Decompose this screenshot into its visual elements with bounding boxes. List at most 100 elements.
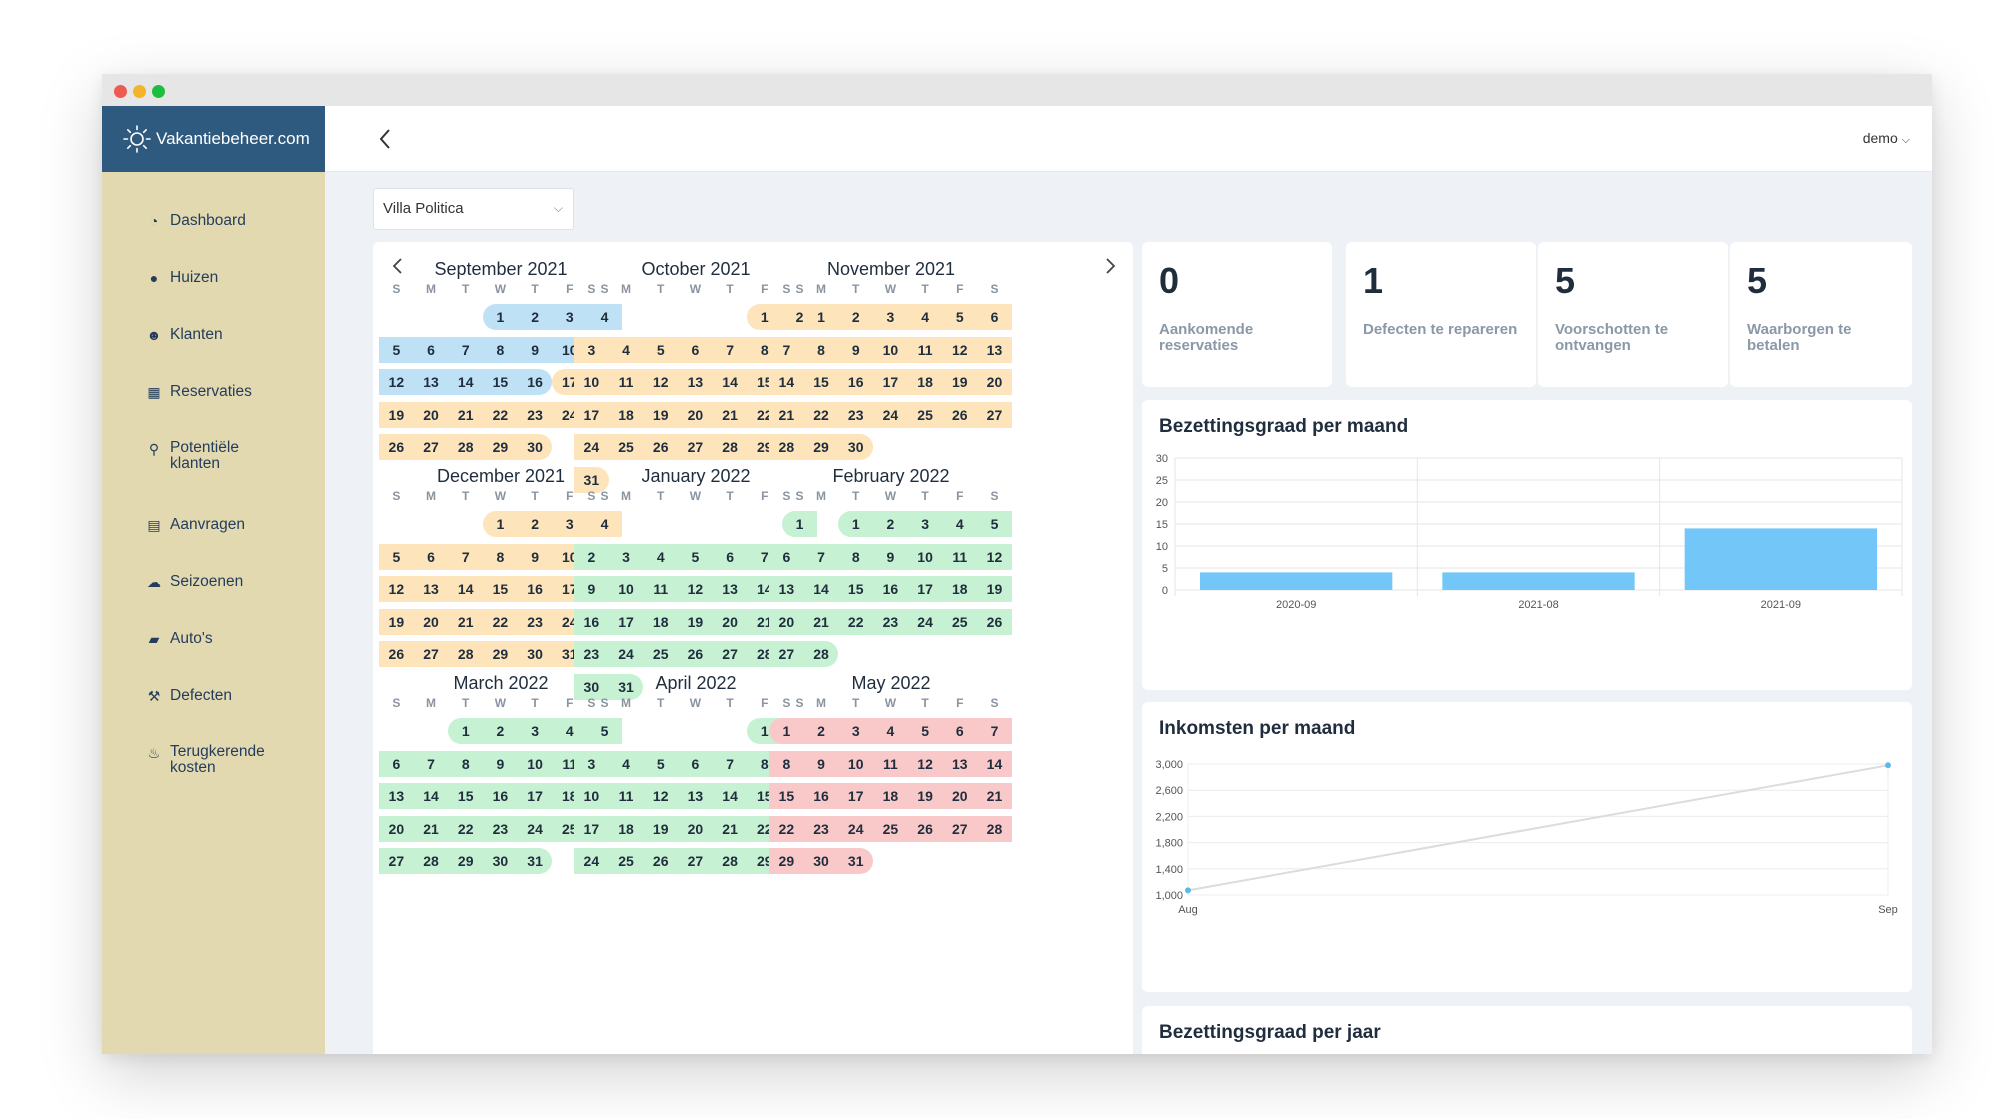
calendar-day[interactable]: 15 xyxy=(448,783,484,809)
calendar-day[interactable]: 20 xyxy=(413,608,449,635)
calendar-day[interactable]: 20 xyxy=(942,783,978,809)
calendar-day[interactable]: 27 xyxy=(413,641,449,667)
calendar-day[interactable]: 25 xyxy=(907,401,943,428)
calendar-day[interactable]: 26 xyxy=(678,641,713,667)
sidebar-item-klanten[interactable]: ☻ Klanten xyxy=(102,326,325,383)
calendar-day[interactable]: 28 xyxy=(712,434,748,460)
calendar-day[interactable]: 29 xyxy=(448,848,484,874)
calendar-prev-button[interactable] xyxy=(391,256,405,282)
calendar-day[interactable]: 14 xyxy=(769,369,804,395)
stat-card-defects[interactable]: 1 Defecten te repareren xyxy=(1346,242,1536,387)
calendar-day[interactable]: 10 xyxy=(608,576,644,602)
calendar-day[interactable]: 18 xyxy=(907,369,943,395)
calendar-day[interactable]: 13 xyxy=(712,576,748,602)
calendar-day[interactable]: 8 xyxy=(448,750,484,777)
calendar-day[interactable]: 1 xyxy=(803,304,839,330)
calendar-day[interactable]: 8 xyxy=(803,336,839,363)
calendar-day[interactable]: 31 xyxy=(838,848,874,874)
calendar-day[interactable]: 15 xyxy=(803,369,839,395)
calendar-day[interactable]: 3 xyxy=(552,511,588,537)
calendar-day[interactable]: 22 xyxy=(769,815,804,842)
stat-card-deposits[interactable]: 5 Waarborgen te betalen xyxy=(1730,242,1912,387)
calendar-day[interactable]: 7 xyxy=(977,718,1012,744)
calendar-day[interactable]: 16 xyxy=(483,783,518,809)
calendar-day[interactable]: 29 xyxy=(803,434,839,460)
calendar-day[interactable]: 6 xyxy=(942,718,978,744)
calendar-day[interactable]: 8 xyxy=(483,543,518,570)
calendar-day[interactable]: 11 xyxy=(873,750,908,777)
calendar-day[interactable]: 19 xyxy=(907,783,943,809)
calendar-day[interactable]: 30 xyxy=(803,848,839,874)
calendar-day[interactable]: 19 xyxy=(942,369,978,395)
stat-card-upcoming-reservations[interactable]: 0 Aankomende reservaties xyxy=(1142,242,1332,387)
calendar-day[interactable]: 28 xyxy=(448,434,484,460)
calendar-next-button[interactable] xyxy=(1103,256,1117,282)
calendar-day[interactable]: 20 xyxy=(678,401,713,428)
calendar-day[interactable]: 12 xyxy=(907,750,943,777)
calendar-day[interactable]: 14 xyxy=(448,576,484,602)
calendar-day[interactable]: 13 xyxy=(942,750,978,777)
sidebar-item-defecten[interactable]: ⚒ Defecten xyxy=(102,687,325,744)
calendar-day[interactable]: 1 xyxy=(838,511,874,537)
calendar-day[interactable]: 21 xyxy=(448,608,484,635)
calendar-day[interactable]: 14 xyxy=(413,783,449,809)
sidebar-item-terugkerende-kosten[interactable]: ♨ Terugkerende kosten xyxy=(102,744,325,820)
calendar-day[interactable]: 4 xyxy=(608,750,644,777)
calendar-day[interactable]: 8 xyxy=(838,543,874,570)
calendar-day[interactable]: 3 xyxy=(907,511,943,537)
close-window-button[interactable] xyxy=(114,85,127,98)
calendar-day[interactable]: 30 xyxy=(517,641,553,667)
calendar-day[interactable]: 2 xyxy=(574,543,609,570)
calendar-day[interactable]: 7 xyxy=(448,543,484,570)
calendar-day[interactable]: 10 xyxy=(574,369,609,395)
calendar-day[interactable]: 3 xyxy=(608,543,644,570)
calendar-day[interactable]: 20 xyxy=(678,815,713,842)
calendar-day[interactable]: 27 xyxy=(712,641,748,667)
calendar-day[interactable]: 10 xyxy=(873,336,908,363)
calendar-day[interactable]: 11 xyxy=(942,543,978,570)
calendar-day[interactable]: 3 xyxy=(873,304,908,330)
calendar-day[interactable]: 1 xyxy=(483,511,518,537)
calendar-day[interactable]: 14 xyxy=(803,576,839,602)
calendar-day[interactable]: 13 xyxy=(379,783,414,809)
calendar-day[interactable]: 4 xyxy=(608,336,644,363)
calendar-day[interactable]: 4 xyxy=(873,718,908,744)
calendar-day[interactable]: 6 xyxy=(413,336,449,363)
calendar-day[interactable]: 24 xyxy=(873,401,908,428)
calendar-day[interactable]: 19 xyxy=(643,401,679,428)
calendar-day[interactable]: 21 xyxy=(712,815,748,842)
calendar-day[interactable]: 9 xyxy=(517,543,553,570)
calendar-day[interactable]: 14 xyxy=(977,750,1012,777)
calendar-day[interactable]: 24 xyxy=(608,641,644,667)
calendar-day[interactable]: 22 xyxy=(483,401,518,428)
calendar-day[interactable]: 23 xyxy=(838,401,874,428)
calendar-day[interactable]: 9 xyxy=(517,336,553,363)
calendar-day[interactable]: 20 xyxy=(379,815,414,842)
calendar-day[interactable]: 5 xyxy=(678,543,713,570)
calendar-day[interactable]: 22 xyxy=(803,401,839,428)
calendar-day[interactable]: 4 xyxy=(643,543,679,570)
calendar-day[interactable]: 28 xyxy=(448,641,484,667)
calendar-day[interactable]: 6 xyxy=(769,543,804,570)
calendar-day[interactable]: 31 xyxy=(517,848,553,874)
calendar-day[interactable]: 12 xyxy=(379,576,414,602)
calendar-day[interactable]: 25 xyxy=(608,434,644,460)
calendar-day[interactable]: 12 xyxy=(678,576,713,602)
calendar-day[interactable]: 15 xyxy=(483,576,518,602)
sidebar-item-potentiele-klanten[interactable]: ⚲ Potentiële klanten xyxy=(102,440,325,516)
calendar-day[interactable]: 21 xyxy=(803,608,839,635)
calendar-day[interactable]: 19 xyxy=(643,815,679,842)
user-menu[interactable]: demo ⌵ xyxy=(1863,130,1910,147)
calendar-day[interactable]: 29 xyxy=(769,848,804,874)
calendar-day[interactable]: 28 xyxy=(413,848,449,874)
calendar-day[interactable]: 26 xyxy=(907,815,943,842)
calendar-day[interactable]: 6 xyxy=(712,543,748,570)
minimize-window-button[interactable] xyxy=(133,85,146,98)
calendar-day[interactable]: 1 xyxy=(483,304,518,330)
calendar-day[interactable]: 28 xyxy=(977,815,1012,842)
calendar-day[interactable]: 9 xyxy=(838,336,874,363)
calendar-day[interactable]: 22 xyxy=(448,815,484,842)
calendar-day[interactable]: 15 xyxy=(769,783,804,809)
calendar-day[interactable]: 24 xyxy=(574,434,609,460)
calendar-day[interactable]: 2 xyxy=(517,304,553,330)
